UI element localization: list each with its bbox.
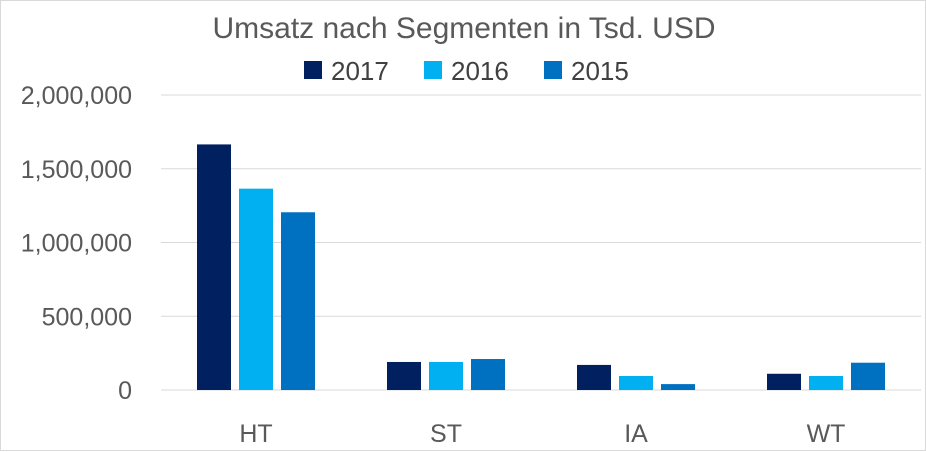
bar-wt-2015 (851, 362, 885, 390)
legend-swatch-2015 (544, 61, 562, 79)
y-tick-label: 0 (118, 377, 132, 405)
bar-st-2016 (429, 361, 463, 390)
y-tick-label: 2,000,000 (21, 82, 132, 110)
y-tick-label: 1,000,000 (21, 230, 132, 258)
bar-ht-2017 (197, 144, 231, 390)
bar-st-2017 (387, 361, 421, 390)
x-axis: HT ST IA WT (239, 420, 845, 448)
x-category-label: WT (807, 420, 846, 448)
legend: 2017 2016 2015 (304, 56, 629, 86)
bar-st-2015 (471, 359, 505, 390)
chart-title: Umsatz nach Segmenten in Tsd. USD (212, 12, 715, 45)
x-category-label: IA (624, 420, 648, 448)
bar-wt-2016 (809, 375, 843, 390)
bars (197, 144, 885, 390)
bar-ia-2015 (661, 384, 695, 390)
bar-ia-2017 (577, 364, 611, 390)
y-axis: 0 500,000 1,000,000 1,500,000 2,000,000 (21, 82, 132, 405)
legend-swatch-2017 (304, 61, 322, 79)
legend-label: 2017 (331, 56, 389, 86)
bar-wt-2017 (767, 373, 801, 390)
legend-label: 2015 (571, 56, 629, 86)
x-category-label: ST (430, 420, 462, 448)
y-tick-label: 1,500,000 (21, 156, 132, 184)
legend-label: 2016 (451, 56, 509, 86)
bar-ia-2016 (619, 375, 653, 390)
bar-ht-2016 (239, 188, 273, 390)
y-tick-label: 500,000 (42, 303, 132, 331)
bar-ht-2015 (281, 212, 315, 390)
legend-swatch-2016 (424, 61, 442, 79)
gridlines (161, 94, 921, 391)
x-category-label: HT (239, 420, 272, 448)
